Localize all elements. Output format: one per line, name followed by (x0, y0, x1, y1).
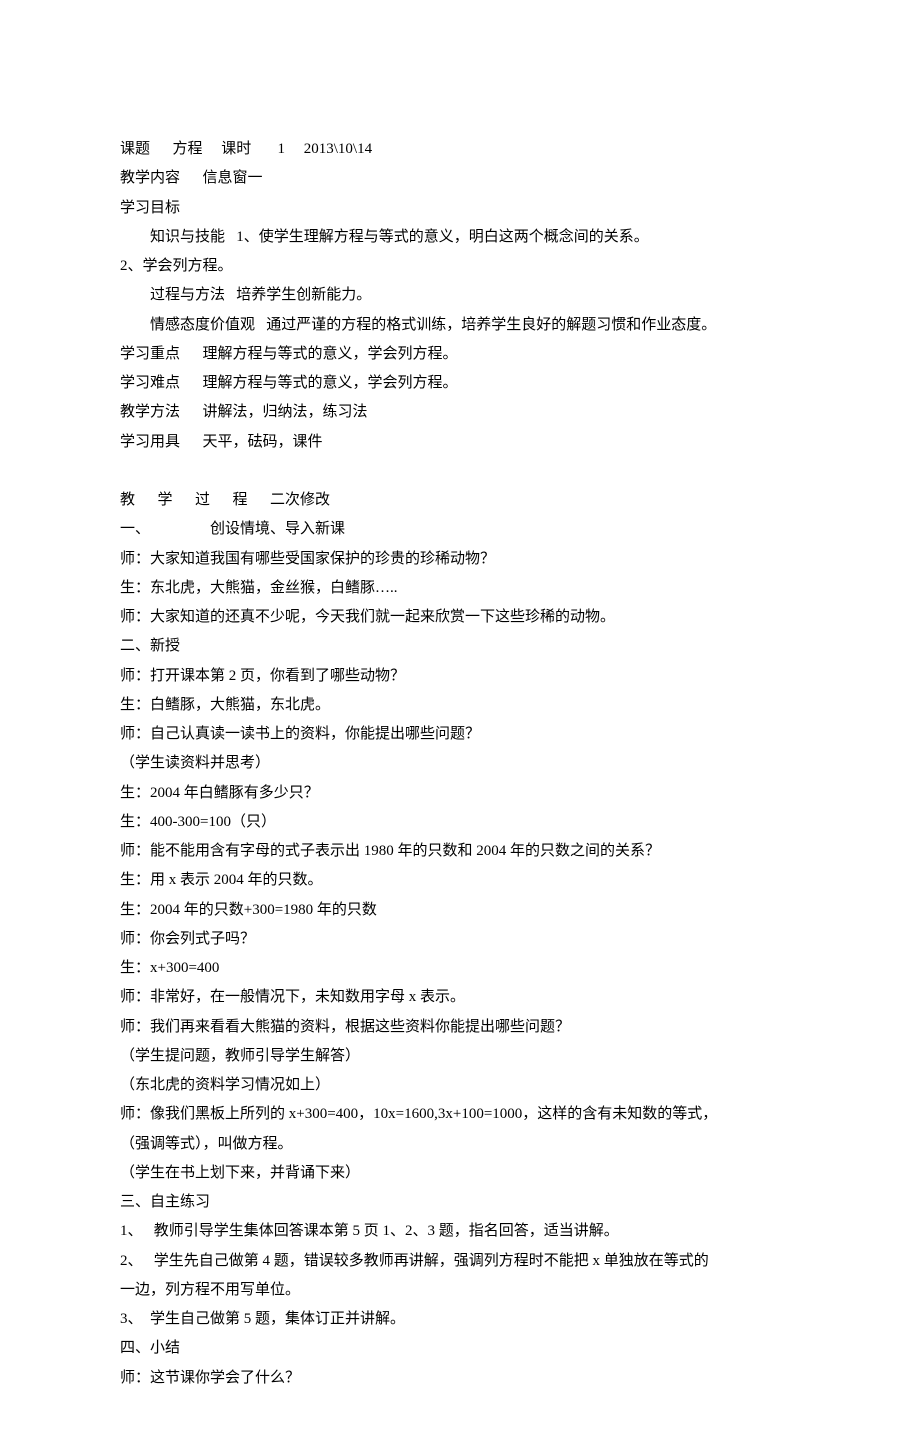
body-text: 知识与技能 1、使学生理解方程与等式的意义，明白这两个概念间的关系。 (120, 223, 800, 252)
body-text: （强调等式），叫做方程。 (120, 1130, 800, 1159)
dialogue-teacher: 师：打开课本第 2 页，你看到了哪些动物？ (120, 662, 800, 691)
body-text: 学习重点 理解方程与等式的意义，学会列方程。 (120, 340, 800, 369)
dialogue-teacher: 师：大家知道的还真不少呢，今天我们就一起来欣赏一下这些珍稀的动物。 (120, 603, 800, 632)
dialogue-student: 生：2004 年白鳍豚有多少只？ (120, 779, 800, 808)
dialogue-teacher: 师：你会列式子吗？ (120, 925, 800, 954)
header-line: 课题 方程 课时 1 2013\10\14 (120, 135, 800, 164)
body-text: 教学方法 讲解法，归纳法，练习法 (120, 398, 800, 427)
body-text: 学习难点 理解方程与等式的意义，学会列方程。 (120, 369, 800, 398)
section-heading: 学习目标 (120, 194, 800, 223)
body-text: （学生提问题，教师引导学生解答） (120, 1042, 800, 1071)
body-text: 学习用具 天平，砝码，课件 (120, 428, 800, 457)
list-item: 1、 教师引导学生集体回答课本第 5 页 1、2、3 题，指名回答，适当讲解。 (120, 1217, 800, 1246)
dialogue-student: 生：东北虎，大熊猫，金丝猴，白鳍豚….. (120, 574, 800, 603)
body-text: （学生在书上划下来，并背诵下来） (120, 1159, 800, 1188)
document-page: 课题 方程 课时 1 2013\10\14 教学内容 信息窗一 学习目标 知识与… (0, 0, 920, 1453)
body-text: 过程与方法 培养学生创新能力。 (120, 281, 800, 310)
dialogue-teacher: 师：大家知道我国有哪些受国家保护的珍贵的珍稀动物？ (120, 545, 800, 574)
blank-line (120, 457, 800, 486)
section-heading: 教 学 过 程 二次修改 (120, 486, 800, 515)
section-heading: 四、小结 (120, 1334, 800, 1363)
content-line: 教学内容 信息窗一 (120, 164, 800, 193)
dialogue-student: 生：x+300=400 (120, 954, 800, 983)
dialogue-teacher: 师：能不能用含有字母的式子表示出 1980 年的只数和 2004 年的只数之间的… (120, 837, 800, 866)
dialogue-teacher: 师：这节课你学会了什么？ (120, 1364, 800, 1393)
body-text: （学生读资料并思考） (120, 749, 800, 778)
body-text: 一、 创设情境、导入新课 (120, 515, 800, 544)
body-text: 一边，列方程不用写单位。 (120, 1276, 800, 1305)
dialogue-teacher: 师：非常好，在一般情况下，未知数用字母 x 表示。 (120, 983, 800, 1012)
dialogue-teacher: 师：像我们黑板上所列的 x+300=400，10x=1600,3x+100=10… (120, 1100, 800, 1129)
body-text: 2、学会列方程。 (120, 252, 800, 281)
dialogue-teacher: 师：我们再来看看大熊猫的资料，根据这些资料你能提出哪些问题？ (120, 1013, 800, 1042)
dialogue-student: 生：白鳍豚，大熊猫，东北虎。 (120, 691, 800, 720)
dialogue-student: 生：400-300=100（只） (120, 808, 800, 837)
section-heading: 三、自主练习 (120, 1188, 800, 1217)
body-text: 情感态度价值观 通过严谨的方程的格式训练，培养学生良好的解题习惯和作业态度。 (120, 311, 800, 340)
section-heading: 二、新授 (120, 632, 800, 661)
dialogue-student: 生：用 x 表示 2004 年的只数。 (120, 866, 800, 895)
dialogue-teacher: 师：自己认真读一读书上的资料，你能提出哪些问题？ (120, 720, 800, 749)
list-item: 3、 学生自己做第 5 题，集体订正并讲解。 (120, 1305, 800, 1334)
dialogue-student: 生：2004 年的只数+300=1980 年的只数 (120, 896, 800, 925)
list-item: 2、 学生先自己做第 4 题，错误较多教师再讲解，强调列方程时不能把 x 单独放… (120, 1247, 800, 1276)
body-text: （东北虎的资料学习情况如上） (120, 1071, 800, 1100)
